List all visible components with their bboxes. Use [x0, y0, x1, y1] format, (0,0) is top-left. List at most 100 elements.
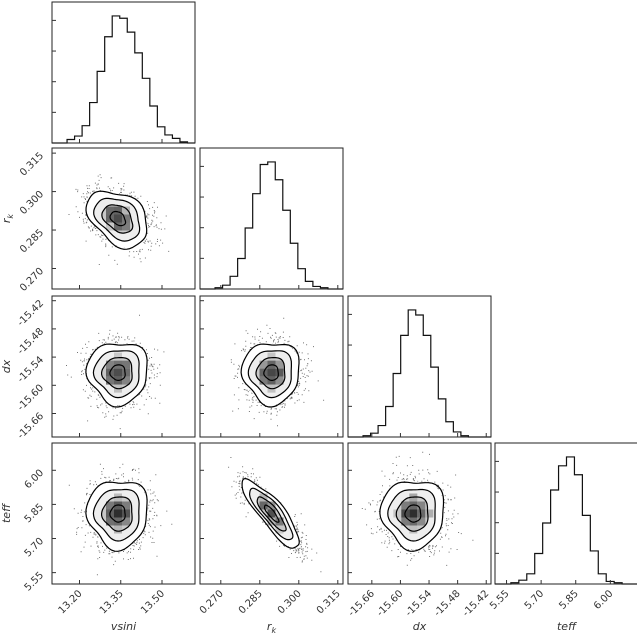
x-tick-label-vsini: 13.50 [139, 588, 167, 616]
frame-teff [494, 442, 637, 585]
y-tick-label-dx: -15.54 [16, 354, 47, 385]
density-cell [122, 222, 130, 231]
y-tick-label-dx: -15.60 [16, 383, 47, 414]
contour-line [109, 364, 126, 381]
x-tick-label-r_k: 0.315 [315, 588, 343, 616]
contour-line [85, 343, 148, 408]
frame [199, 295, 344, 438]
x-axis-label-vsini: vsini [111, 620, 136, 633]
y-tick-label-dx: -15.66 [16, 411, 47, 442]
y-tick-label-r_k: 0.315 [18, 150, 46, 178]
density-cell [114, 214, 122, 223]
x-tick-label-teff: 5.55 [488, 588, 512, 612]
contour-line [240, 343, 300, 408]
hist-panel-teff [494, 442, 637, 585]
density-cell [114, 206, 122, 215]
contour-line [101, 496, 133, 532]
density-cell [267, 501, 276, 510]
density-cell [401, 501, 410, 510]
density-cell [275, 368, 284, 377]
density-cell [417, 517, 426, 526]
contour-line [248, 487, 294, 541]
density-cell [114, 525, 122, 534]
x-tick-label-r_k: 0.285 [237, 588, 265, 616]
contour-line [256, 496, 287, 532]
y-axis-label-dx: dx [0, 359, 13, 373]
contour-line [93, 197, 141, 242]
histogram-vsini [52, 15, 195, 144]
y-axis-label-teff: teff [0, 503, 13, 523]
y-tick-label-teff: 5.55 [23, 570, 47, 594]
x-tick-label-r_k: 0.270 [198, 588, 226, 616]
density-cell [122, 360, 130, 369]
density-cell [267, 352, 276, 361]
density-cell [409, 509, 418, 518]
density-cell [114, 222, 122, 231]
y-tick-label-teff: 5.70 [23, 536, 47, 560]
density-cell [401, 517, 410, 526]
panel-r_k-dx [199, 295, 344, 438]
contour-line [92, 488, 140, 542]
contour-line [395, 496, 429, 532]
y-tick-label-r_k: 0.285 [18, 227, 46, 255]
x-tick-label-teff: 5.85 [557, 588, 581, 612]
panel-vsini-dx [51, 295, 196, 438]
density-cell [114, 509, 122, 518]
x-tick-label-vsini: 13.20 [57, 588, 85, 616]
x-tick-label-dx: -15.60 [375, 588, 406, 619]
density-cell [259, 376, 268, 385]
density-cell [259, 493, 268, 502]
contour-line [379, 481, 445, 552]
density-cell [259, 501, 268, 510]
y-tick-label-dx: -15.42 [16, 298, 47, 329]
frame-vsini [51, 1, 196, 144]
density-cell [267, 368, 276, 377]
density-cell [106, 360, 114, 369]
x-axis-label-teff: teff [557, 620, 577, 633]
contour-line [85, 190, 148, 250]
x-tick-label-vsini: 13.35 [98, 588, 126, 616]
contour-line [263, 504, 280, 523]
density-cell [275, 360, 284, 369]
density-cell [106, 376, 114, 385]
density-cell [122, 214, 130, 223]
density-cell [393, 509, 402, 518]
frame [51, 147, 196, 290]
panel-dx-teff [347, 442, 492, 585]
contour-line [101, 357, 133, 390]
contour-line [101, 204, 134, 234]
x-tick-label-teff: 6.00 [592, 588, 616, 612]
contour-line [85, 481, 148, 552]
frame [51, 295, 196, 438]
density-cell [114, 368, 122, 377]
histogram-dx [348, 309, 491, 438]
y-tick-label-teff: 6.00 [23, 468, 47, 492]
y-tick-label-r_k: 0.300 [18, 189, 46, 217]
density-cell [106, 222, 114, 231]
contour-line [92, 350, 140, 399]
x-tick-label-teff: 5.70 [523, 588, 547, 612]
density-cell [106, 517, 114, 526]
density-cell [122, 206, 130, 215]
density-cell [409, 525, 418, 534]
density-cell [267, 509, 276, 518]
histogram-teff [495, 456, 637, 585]
hist-panel-r_k [199, 147, 344, 290]
density-cell [106, 206, 114, 215]
x-tick-label-dx: -15.54 [404, 588, 435, 619]
frame-dx [347, 295, 492, 438]
panel-r_k-teff [199, 442, 344, 585]
frame [51, 442, 196, 585]
y-tick-label-teff: 5.85 [23, 502, 47, 526]
contour-line [404, 504, 422, 523]
contour-line [387, 488, 436, 542]
frame-r_k [199, 147, 344, 290]
density-cell [417, 501, 426, 510]
x-tick-label-r_k: 0.300 [276, 588, 304, 616]
x-tick-label-dx: -15.42 [461, 588, 492, 619]
contour-line [109, 504, 126, 523]
x-axis-label-sub: k [271, 626, 276, 635]
density-cell [425, 509, 434, 518]
density-cell [122, 368, 130, 377]
